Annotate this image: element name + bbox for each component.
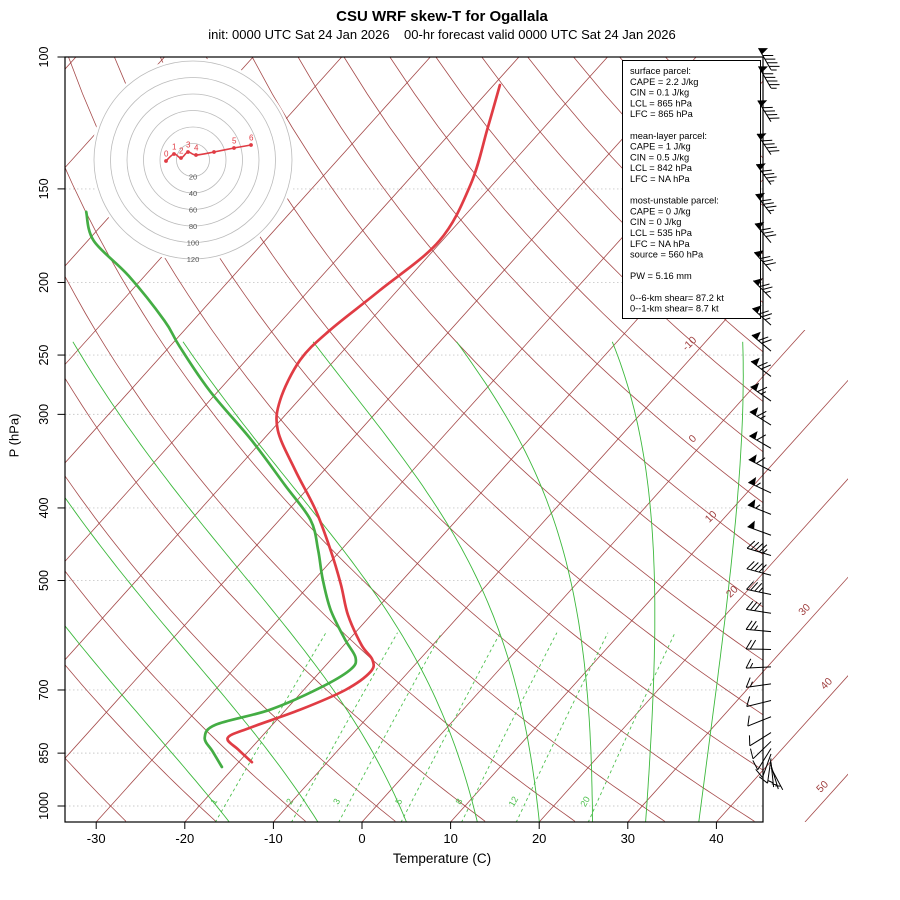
y-tick-label: 500 [37, 570, 51, 591]
parcel-info-line: mean-layer parcel: [630, 131, 707, 141]
parcel-info-line: LFC = 865 hPa [630, 109, 694, 119]
chart-title: CSU WRF skew-T for Ogallala [336, 8, 548, 25]
hodograph-km-label: 5 [232, 137, 237, 146]
mixing-ratio-label: 5 [393, 797, 404, 806]
x-tick-label: 40 [709, 831, 723, 846]
hodograph-ring-label: 40 [189, 189, 197, 198]
y-tick-label: 250 [37, 345, 51, 366]
y-tick-label: 150 [37, 178, 51, 199]
mixing-ratio-label: 2 [284, 797, 295, 806]
hodograph-km-label: 2 [179, 147, 184, 156]
y-tick-label: 400 [37, 497, 51, 518]
hodograph-km-label: 6 [249, 134, 254, 143]
axes: -30 -20 -10 0 10 20 30 401001502002503004005007… [37, 47, 764, 846]
parcel-info-line: LCL = 865 hPa [630, 98, 693, 108]
x-tick-label: -10 [264, 831, 283, 846]
hodograph-ring-label: 80 [189, 222, 197, 231]
parcel-info-line: CIN = 0 J/kg [630, 217, 681, 227]
y-tick-label: 200 [37, 272, 51, 293]
sounding-profiles [84, 83, 502, 769]
y-tick-label: 850 [37, 743, 51, 764]
dewpoint-trace [84, 210, 358, 769]
isotherm-label: 20 [724, 583, 741, 600]
parcel-info-line: 0--1-km shear= 8.7 kt [630, 304, 719, 314]
chart-subtitle: init: 0000 UTC Sat 24 Jan 2026 00-hr for… [208, 27, 676, 42]
y-tick-label: 100 [37, 47, 51, 68]
x-tick-label: -20 [175, 831, 194, 846]
x-axis-label: Temperature (C) [392, 851, 492, 866]
isotherm-lines-extension [763, 330, 848, 822]
y-tick-label: 300 [37, 404, 51, 425]
mixing-ratio-label: 20 [578, 795, 592, 809]
parcel-info-line: LCL = 842 hPa [630, 163, 693, 173]
mixing-ratio-label: 8 [453, 797, 464, 806]
mixing-ratio-label: 1 [208, 797, 219, 806]
isotherm-label: 0 [686, 432, 699, 445]
parcel-info-line: CAPE = 2.2 J/kg [630, 77, 698, 87]
x-tick-label: -30 [87, 831, 106, 846]
hodograph-ring-label: 100 [187, 239, 200, 248]
parcel-info-line: most-unstable parcel: [630, 196, 719, 206]
x-tick-label: 20 [532, 831, 546, 846]
parcel-info-line: 0--6-km shear= 87.2 kt [630, 293, 724, 303]
mixing-ratio-value-labels: 1 2 3 5 8 12 20 [208, 795, 592, 809]
mixing-ratio-label: 12 [507, 795, 521, 809]
parcel-info-line: CIN = 0.1 J/kg [630, 88, 689, 98]
hodograph-km-label: 0 [164, 150, 169, 159]
parcel-info-line: LFC = NA hPa [630, 239, 691, 249]
x-tick-label: 30 [621, 831, 635, 846]
isotherm-label: 30 [796, 601, 813, 618]
parcel-info-line: PW = 5.16 mm [630, 271, 692, 281]
hodograph-ring-label: 60 [189, 206, 197, 215]
parcel-info-line: LCL = 535 hPa [630, 228, 693, 238]
x-tick-label: 0 [358, 831, 365, 846]
hodograph-ring-label: 120 [187, 255, 200, 264]
y-tick-label: 700 [37, 680, 51, 701]
parcel-info-line: source = 560 hPa [630, 250, 704, 260]
hodograph-km-label: 3 [186, 141, 191, 150]
moist-adiabat-lines [65, 341, 744, 822]
y-tick-label: 1000 [37, 792, 51, 820]
parcel-info-line: CIN = 0.5 J/kg [630, 152, 689, 162]
hodograph-km-label: 4 [194, 144, 199, 153]
parcel-info-line: CAPE = 0 J/kg [630, 206, 691, 216]
hodograph-inset: 20 40 60 80 100 120 01 23 4 5 6 [91, 58, 295, 264]
hodograph-km-label: 1 [172, 143, 177, 152]
isotherm-label: 40 [818, 675, 835, 692]
temperature-trace [226, 83, 502, 764]
parcel-info-line: LFC = NA hPa [630, 174, 691, 184]
mixing-ratio-label: 3 [331, 797, 342, 806]
parcel-info-line: CAPE = 1 J/kg [630, 142, 691, 152]
mixing-ratio-lines [214, 632, 676, 822]
x-tick-label: 10 [443, 831, 457, 846]
parcel-info-line: surface parcel: [630, 66, 691, 76]
isotherm-label: 50 [814, 778, 831, 795]
hodograph-ring-label: 20 [189, 173, 197, 182]
isotherm-label: -10 [680, 334, 699, 353]
wind-barbs [745, 47, 784, 791]
